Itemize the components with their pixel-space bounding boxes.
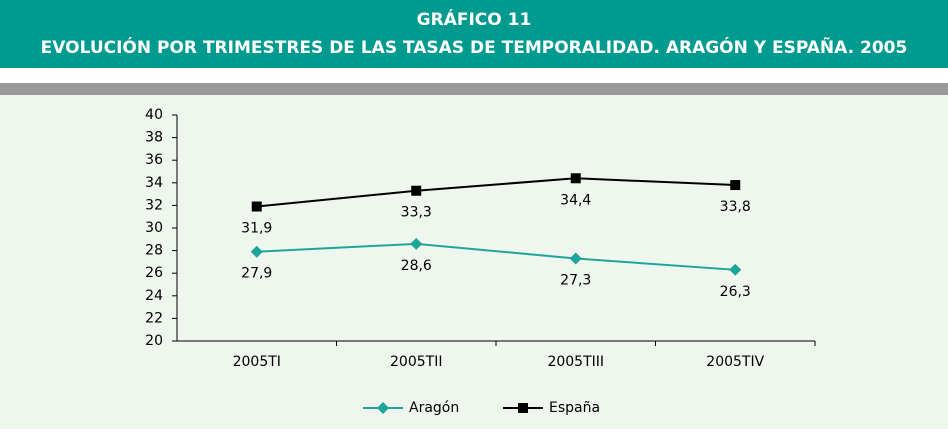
data-label: 31,9 <box>241 221 272 237</box>
chart-title: GRÁFICO 11 <box>417 8 532 30</box>
y-tick-label: 40 <box>145 107 163 123</box>
y-tick-label: 36 <box>145 152 163 168</box>
legend-marker <box>518 403 528 413</box>
point <box>730 180 741 191</box>
series-line <box>256 177 736 208</box>
x-tick-label: 2005TI <box>233 354 281 370</box>
y-tick-label: 22 <box>145 310 163 326</box>
header-band <box>0 0 948 68</box>
data-label: 26,3 <box>720 284 751 300</box>
chart-subtitle: EVOLUCIÓN POR TRIMESTRES DE LAS TASAS DE… <box>41 35 908 58</box>
point <box>250 245 263 258</box>
x-tick-label: 2005TIV <box>706 354 764 370</box>
data-label: 28,6 <box>401 258 432 274</box>
y-tick-label: 30 <box>145 220 163 236</box>
y-tick-label: 32 <box>145 197 163 213</box>
data-label: 34,4 <box>560 192 591 208</box>
y-tick-label: 28 <box>145 243 163 259</box>
y-tick-label: 26 <box>145 265 163 281</box>
y-tick-label: 24 <box>145 288 163 304</box>
series-line <box>256 242 736 271</box>
x-tick-label: 2005TII <box>390 354 442 370</box>
plot-background <box>0 95 948 429</box>
y-tick-label: 34 <box>145 175 163 191</box>
point <box>729 263 742 276</box>
point <box>410 237 423 250</box>
legend-label: Aragón <box>409 400 459 416</box>
y-tick-label: 20 <box>145 333 163 349</box>
data-label: 27,3 <box>560 273 591 289</box>
point <box>251 201 262 212</box>
data-label: 33,3 <box>401 205 432 221</box>
separator <box>0 83 948 95</box>
point <box>411 185 422 196</box>
legend-marker <box>377 402 389 414</box>
data-label: 33,8 <box>720 199 751 215</box>
point <box>569 252 582 265</box>
x-tick-label: 2005TIII <box>547 354 604 370</box>
data-label: 27,9 <box>241 266 272 282</box>
point <box>570 173 581 184</box>
y-tick-label: 38 <box>145 130 163 146</box>
legend-label: España <box>549 400 600 416</box>
